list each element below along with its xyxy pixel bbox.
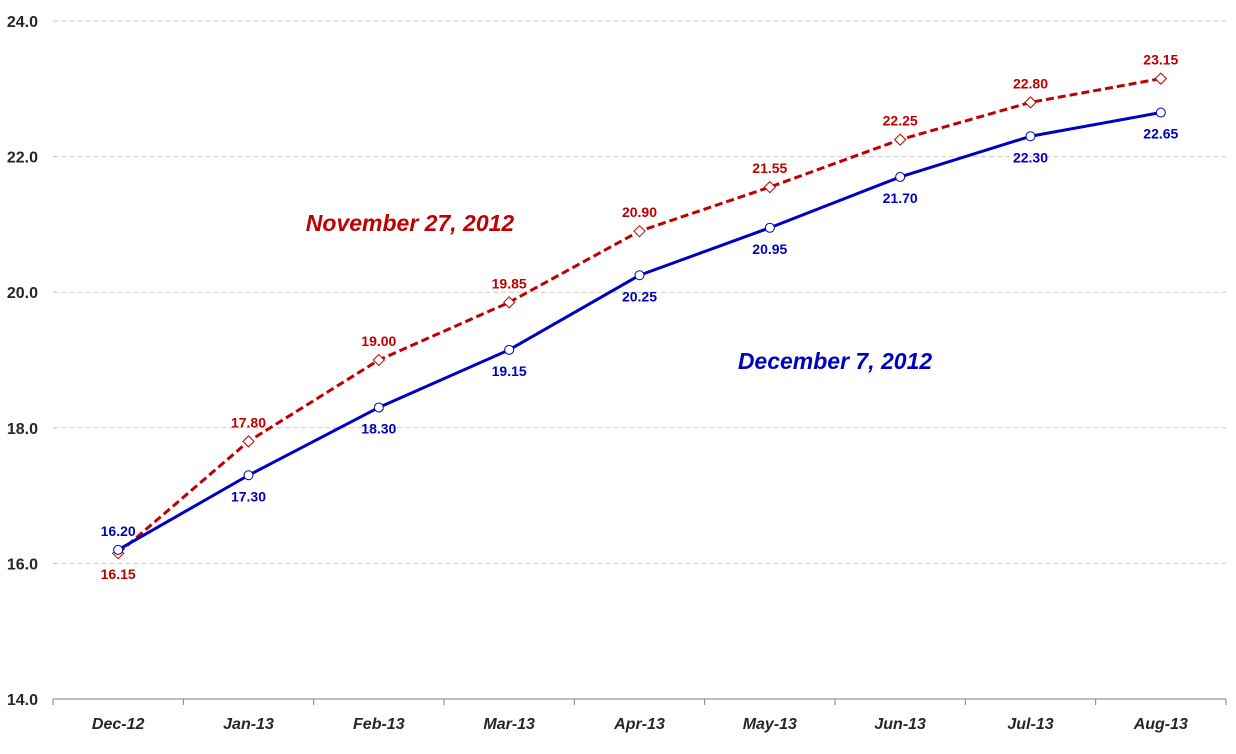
data-label: 22.80 [1013,75,1048,91]
x-tick-label: Jan-13 [223,716,274,733]
data-point-marker [1024,96,1037,109]
axes: 14.0 16.0 18.0 20.0 22.0 24.0 Dec-12 Jan-13 Feb-… [7,14,1227,733]
y-tick-label: 14.0 [7,692,38,709]
x-tick-label: Aug-13 [1133,716,1188,733]
data-label: 21.70 [883,190,918,206]
data-point-marker [633,224,646,238]
data-label: 23.15 [1143,52,1178,68]
series-line-december [117,111,1162,552]
data-label: 20.25 [622,288,657,304]
data-point-marker [243,470,254,481]
series-annotation-november: November 27, 2012 [306,210,515,236]
data-label: 16.20 [101,523,136,539]
y-tick-label: 18.0 [7,421,38,438]
x-tick-label: Dec-12 [92,716,145,733]
data-label: 22.65 [1143,126,1178,142]
data-point-marker [373,402,384,413]
data-point-marker [763,180,777,194]
data-point-marker [113,544,124,555]
data-point-marker [634,270,645,281]
data-label: 16.15 [101,566,136,582]
data-label: 18.30 [361,420,396,436]
data-point-marker [502,296,516,309]
data-label: 22.25 [883,113,918,129]
series-annotation-december: December 7, 2012 [738,348,933,374]
x-tick-label: Jul-13 [1007,716,1053,733]
data-labels: 16.15 17.80 19.00 19.85 20.90 21.55 22.25 22.80… [101,52,1179,583]
data-point-marker [372,353,386,367]
series-line-november [117,77,1162,555]
data-label: 19.00 [361,333,396,349]
data-label: 20.90 [622,204,657,220]
data-point-marker [1155,107,1166,118]
series-annotations: November 27, 2012 December 7, 2012 [306,210,933,374]
gridlines [53,20,1226,564]
x-tick-label: May-13 [743,716,797,733]
y-tick-label: 22.0 [7,150,38,167]
y-tick-label: 16.0 [7,556,38,573]
data-label: 19.85 [492,275,527,291]
x-tick-label: Feb-13 [353,716,405,733]
data-point-marker [1025,131,1036,142]
x-tick-label: Mar-13 [483,716,535,733]
data-label: 21.55 [752,160,787,176]
data-label: 19.15 [492,363,527,379]
data-label: 20.95 [752,241,787,257]
data-label: 22.30 [1013,149,1048,165]
data-point-marker [893,133,907,146]
data-label: 17.30 [231,488,266,504]
data-point-marker [895,171,906,182]
data-point-marker [242,435,255,448]
data-label: 17.80 [231,414,266,430]
data-point-marker [504,344,515,355]
y-tick-label: 24.0 [7,14,38,31]
x-tick-label: Jun-13 [874,716,926,733]
series-group [111,72,1168,560]
y-tick-label: 20.0 [7,285,38,302]
data-point-marker [1154,72,1168,85]
data-point-marker [764,222,775,233]
x-tick-label: Apr-13 [613,716,665,733]
